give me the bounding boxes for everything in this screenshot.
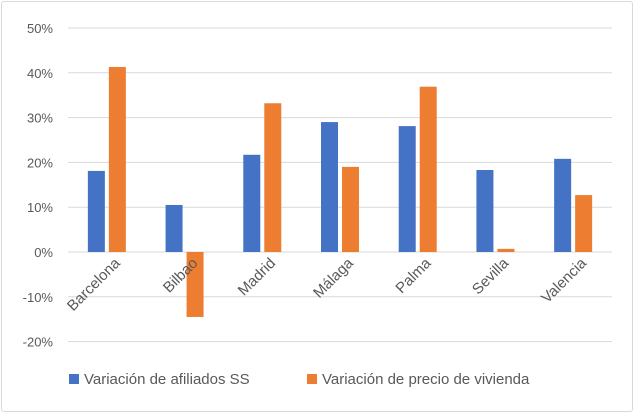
x-tick-label: Málaga xyxy=(310,254,357,301)
bar-precio xyxy=(342,166,359,252)
y-tick-label: 40% xyxy=(27,66,53,81)
y-tick-label: 0% xyxy=(34,245,53,260)
legend-label: Variación de precio de vivienda xyxy=(322,371,530,388)
y-tick-label: 30% xyxy=(27,111,53,126)
bar-chart: -20%-10%0%10%20%30%40%50%Barcelona Bilbao… xyxy=(23,21,612,388)
legend-label: Variación de afiliados SS xyxy=(84,371,250,388)
bar-afiliados xyxy=(476,170,494,252)
y-tick-label: 10% xyxy=(27,200,53,215)
y-tick-label: -20% xyxy=(23,335,54,350)
y-tick-label: 50% xyxy=(27,21,53,36)
x-tick-label: Barcelona xyxy=(64,254,124,314)
bar-precio xyxy=(186,252,204,317)
y-tick-label: -10% xyxy=(23,290,54,305)
x-tick-label: Madrid xyxy=(235,255,279,299)
bar-afiliados xyxy=(165,204,183,252)
bar-precio xyxy=(108,66,126,252)
x-tick-label: Valencia xyxy=(538,254,590,306)
bar-precio xyxy=(575,195,593,252)
bar-afiliados xyxy=(321,122,338,252)
x-tick-label: Palma xyxy=(392,254,435,297)
bar-precio xyxy=(419,86,437,252)
y-tick-label: 20% xyxy=(27,155,53,170)
bar-afiliados xyxy=(87,170,105,252)
chart-frame: -20% -10% 0% 10% 20% 30% 40% 50% Barcelona Bilbao… xyxy=(1,1,633,412)
bar-precio xyxy=(264,103,282,252)
legend-swatch xyxy=(307,374,317,384)
legend-swatch xyxy=(69,374,79,384)
bar-precio xyxy=(497,248,515,252)
bar-afiliados xyxy=(398,126,416,252)
x-tick-label: Sevilla xyxy=(469,254,513,298)
bar-afiliados xyxy=(243,154,261,252)
bar-afiliados xyxy=(554,158,572,252)
